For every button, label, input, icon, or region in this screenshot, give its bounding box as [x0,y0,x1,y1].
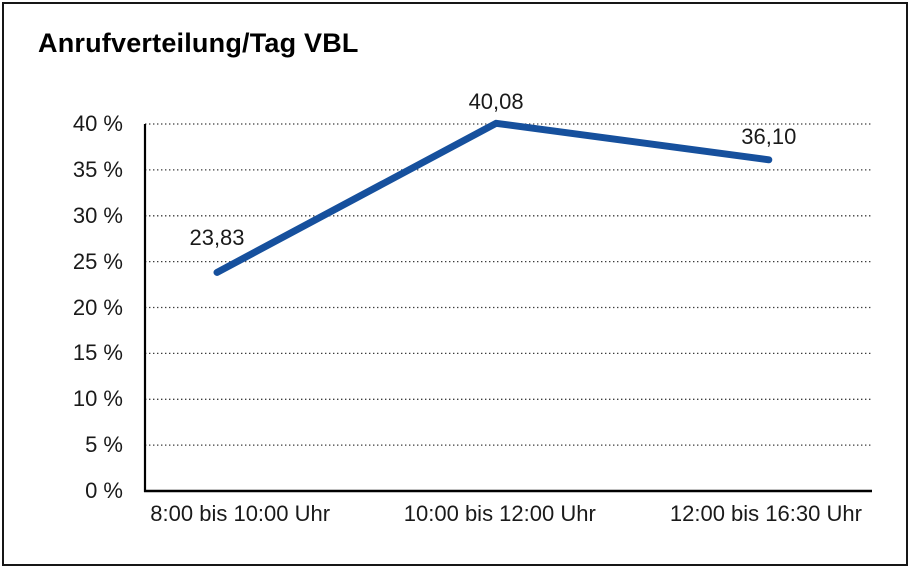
y-tick-label: 10 % [72,386,123,412]
y-tick-label: 5 % [85,432,123,458]
y-tick-label: 0 % [85,478,123,503]
chart-title: Anrufverteilung/Tag VBL [38,28,359,58]
y-tick-label: 30 % [72,202,123,228]
data-point-label: 36,10 [741,123,797,149]
y-tick-label: 15 % [72,340,123,366]
data-point-label: 40,08 [468,89,524,115]
y-tick-label: 25 % [72,248,123,274]
data-point-label: 23,83 [189,225,245,251]
x-tick-label: 12:00 bis 16:30 Uhr [669,501,862,526]
x-tick-label: 10:00 bis 12:00 Uhr [403,501,596,526]
y-tick-label: 20 % [72,294,123,320]
data-line-series [213,119,773,276]
y-tick-label: 40 % [72,111,123,136]
y-tick-label: 35 % [72,156,123,182]
x-tick-label: 8:00 bis 10:00 Uhr [150,501,331,526]
